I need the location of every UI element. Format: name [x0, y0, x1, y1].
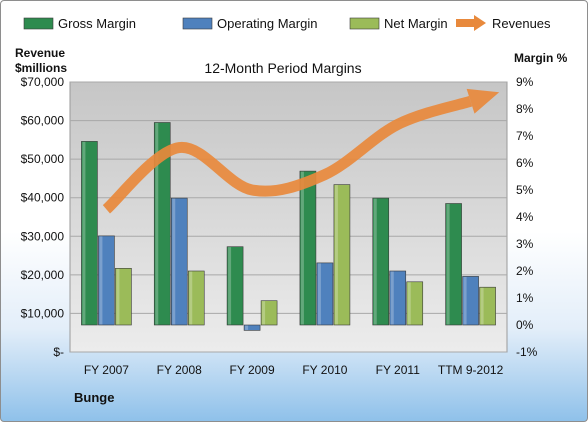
bar-highlight [464, 277, 467, 325]
bar-operating-margin [317, 263, 333, 325]
bar-highlight [335, 185, 338, 324]
legend-label: Gross Margin [58, 16, 136, 31]
bar-highlight [481, 288, 484, 325]
bar-highlight [262, 301, 265, 324]
left-tick-label: $30,000 [21, 229, 65, 243]
company-label: Bunge [74, 390, 114, 405]
category-label: TTM 9-2012 [438, 363, 504, 377]
bar-highlight [318, 263, 321, 324]
category-labels: FY 2007 FY 2008 FY 2009 FY 2010 FY 2011 TTM 9… [84, 363, 504, 377]
bar-highlight [99, 236, 102, 324]
left-tick-label: $70,000 [21, 75, 65, 89]
right-tick-label: 1% [516, 291, 534, 305]
category-label: FY 2010 [302, 363, 347, 377]
right-tick-label: 6% [516, 156, 534, 170]
left-axis-title-line2: $millions [15, 61, 67, 75]
bar-highlight [82, 142, 85, 325]
legend-swatch-arrow [474, 15, 486, 31]
left-axis-ticks: $- $10,000 $20,000 $30,000 $40,000 $50,000 $60… [21, 75, 65, 359]
bar-net-margin [115, 268, 131, 325]
bar-operating-margin [463, 276, 479, 325]
bar-gross-margin [227, 247, 243, 325]
bar-net-margin [261, 301, 277, 325]
legend-swatch [350, 18, 379, 29]
right-tick-label: 3% [516, 237, 534, 251]
bar-gross-margin [373, 198, 389, 325]
right-tick-label: 9% [516, 75, 534, 89]
bar-net-margin [334, 185, 350, 325]
bar-operating-margin [244, 325, 260, 330]
bar-highlight [228, 247, 231, 324]
bar-highlight [245, 326, 248, 330]
left-tick-label: $20,000 [21, 268, 65, 282]
bar-highlight [116, 269, 119, 325]
bar-highlight [374, 199, 377, 325]
bar-gross-margin [446, 204, 462, 326]
bar-highlight [391, 272, 394, 325]
legend-item-operating-margin: Operating Margin [183, 16, 317, 31]
left-tick-label: $- [53, 345, 64, 359]
legend-item-revenues: Revenues [456, 15, 551, 31]
bar-highlight [172, 199, 175, 325]
left-tick-label: $40,000 [21, 191, 65, 205]
bar-operating-margin [390, 271, 406, 325]
legend-label: Net Margin [384, 16, 448, 31]
legend-swatch [24, 18, 53, 29]
legend-item-net-margin: Net Margin [350, 16, 448, 31]
legend-label: Operating Margin [217, 16, 317, 31]
legend-item-gross-margin: Gross Margin [24, 16, 136, 31]
category-label: FY 2009 [230, 363, 275, 377]
bar-gross-margin [81, 141, 97, 325]
left-tick-label: $50,000 [21, 152, 65, 166]
bar-net-margin [480, 287, 496, 325]
bar-net-margin [407, 282, 423, 325]
bar-highlight [408, 282, 411, 324]
right-tick-label: 0% [516, 318, 534, 332]
bar-net-margin [188, 271, 204, 325]
chart-title: 12-Month Period Margins [204, 60, 361, 76]
right-axis-ticks: -1% 0% 1% 2% 3% 4% 5% 6% 7% 8% 9% [516, 75, 538, 359]
plot-area [70, 82, 507, 352]
bar-operating-margin [98, 236, 114, 325]
category-label: FY 2008 [157, 363, 202, 377]
right-tick-label: 4% [516, 210, 534, 224]
bar-highlight [189, 272, 192, 325]
bar-operating-margin [171, 198, 187, 325]
legend-swatch [183, 18, 212, 29]
left-tick-label: $10,000 [21, 306, 65, 320]
left-tick-label: $60,000 [21, 114, 65, 128]
category-label: FY 2011 [376, 363, 421, 377]
left-axis-title-line1: Revenue [15, 46, 65, 60]
legend: Gross Margin Operating Margin Net Margin Re… [24, 15, 551, 31]
right-tick-label: 5% [516, 183, 534, 197]
bar-highlight [301, 172, 304, 325]
right-tick-label: -1% [516, 345, 538, 359]
right-tick-label: 8% [516, 102, 534, 116]
bar-highlight [447, 204, 450, 325]
right-axis-title: Margin % [514, 51, 568, 65]
legend-label: Revenues [492, 16, 551, 31]
right-tick-label: 7% [516, 129, 534, 143]
category-label: FY 2007 [84, 363, 129, 377]
bar-gross-margin [300, 171, 316, 325]
right-tick-label: 2% [516, 264, 534, 278]
